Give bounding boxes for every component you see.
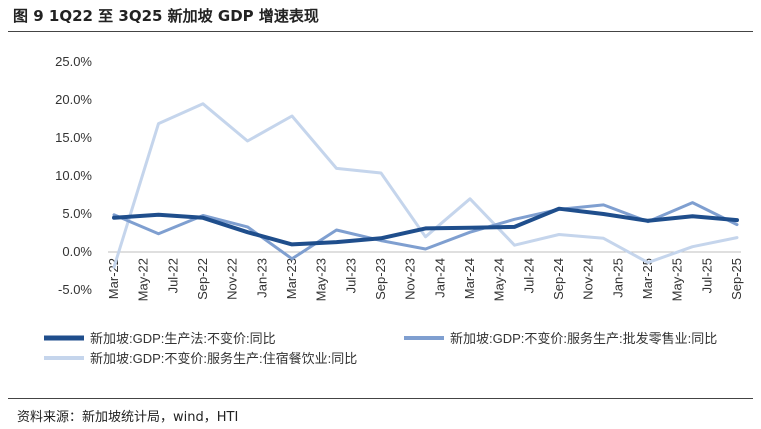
x-tick-label: Sep-22	[195, 258, 210, 300]
x-tick-label: Jan-23	[254, 258, 269, 298]
legend: 新加坡:GDP:生产法:不变价:同比 新加坡:GDP:不变价:服务生产:批发零售业…	[44, 331, 717, 366]
y-axis-ticks: -5.0% 0.0% 5.0% 10.0% 15.0% 20.0% 25.0%	[55, 54, 92, 297]
x-tick-label: Mar-24	[462, 258, 477, 299]
y-tick-label: 5.0%	[62, 206, 92, 221]
x-tick-label: Jan-24	[432, 258, 447, 298]
y-tick-label: 20.0%	[55, 92, 92, 107]
legend-label: 新加坡:GDP:生产法:不变价:同比	[90, 331, 276, 346]
x-tick-label: Jul-23	[343, 258, 358, 293]
y-tick-label: -5.0%	[58, 282, 92, 297]
legend-label: 新加坡:GDP:不变价:服务生产:住宿餐饮业:同比	[90, 351, 357, 366]
gdp-growth-line-chart: -5.0% 0.0% 5.0% 10.0% 15.0% 20.0% 25.0% Mar-22…	[44, 54, 744, 366]
y-tick-label: 15.0%	[55, 130, 92, 145]
series-line-1	[112, 206, 739, 247]
x-tick-label: Sep-24	[551, 258, 566, 300]
y-tick-label: 0.0%	[62, 244, 92, 259]
x-tick-label: Sep-23	[373, 258, 388, 300]
x-tick-label: May-24	[492, 258, 507, 301]
bottom-rule	[8, 398, 753, 399]
source-note: 资料来源：新加坡统计局，wind，HTI	[17, 410, 239, 425]
top-rule	[8, 31, 753, 32]
x-tick-label: Jul-25	[699, 258, 714, 293]
y-tick-label: 10.0%	[55, 168, 92, 183]
x-tick-label: May-25	[670, 258, 685, 301]
series-lines	[112, 102, 739, 269]
legend-label: 新加坡:GDP:不变价:服务生产:批发零售业:同比	[450, 331, 717, 346]
x-tick-label: Sep-25	[729, 258, 744, 300]
x-tick-label: Jan-25	[610, 258, 625, 298]
figure-title: 图 9 1Q22 至 3Q25 新加坡 GDP 增速表现	[13, 7, 319, 25]
x-tick-label: Nov-24	[581, 258, 596, 300]
x-tick-label: Mar-23	[284, 258, 299, 299]
series-line-2	[112, 201, 739, 261]
y-tick-label: 25.0%	[55, 54, 92, 69]
x-tick-label: Jul-22	[165, 258, 180, 293]
x-tick-label: Jul-24	[521, 258, 536, 293]
x-tick-label: May-22	[136, 258, 151, 301]
x-tick-label: May-23	[314, 258, 329, 301]
x-tick-label: Nov-22	[225, 258, 240, 300]
x-tick-label: Nov-23	[403, 258, 418, 300]
x-tick-label: Mar-25	[640, 258, 655, 299]
x-tick-label: Mar-22	[106, 258, 121, 299]
series-line-3	[112, 102, 739, 269]
x-axis-ticks: Mar-22 May-22 Jul-22 Sep-22 Nov-22 Jan-23 Mar-…	[106, 258, 744, 301]
